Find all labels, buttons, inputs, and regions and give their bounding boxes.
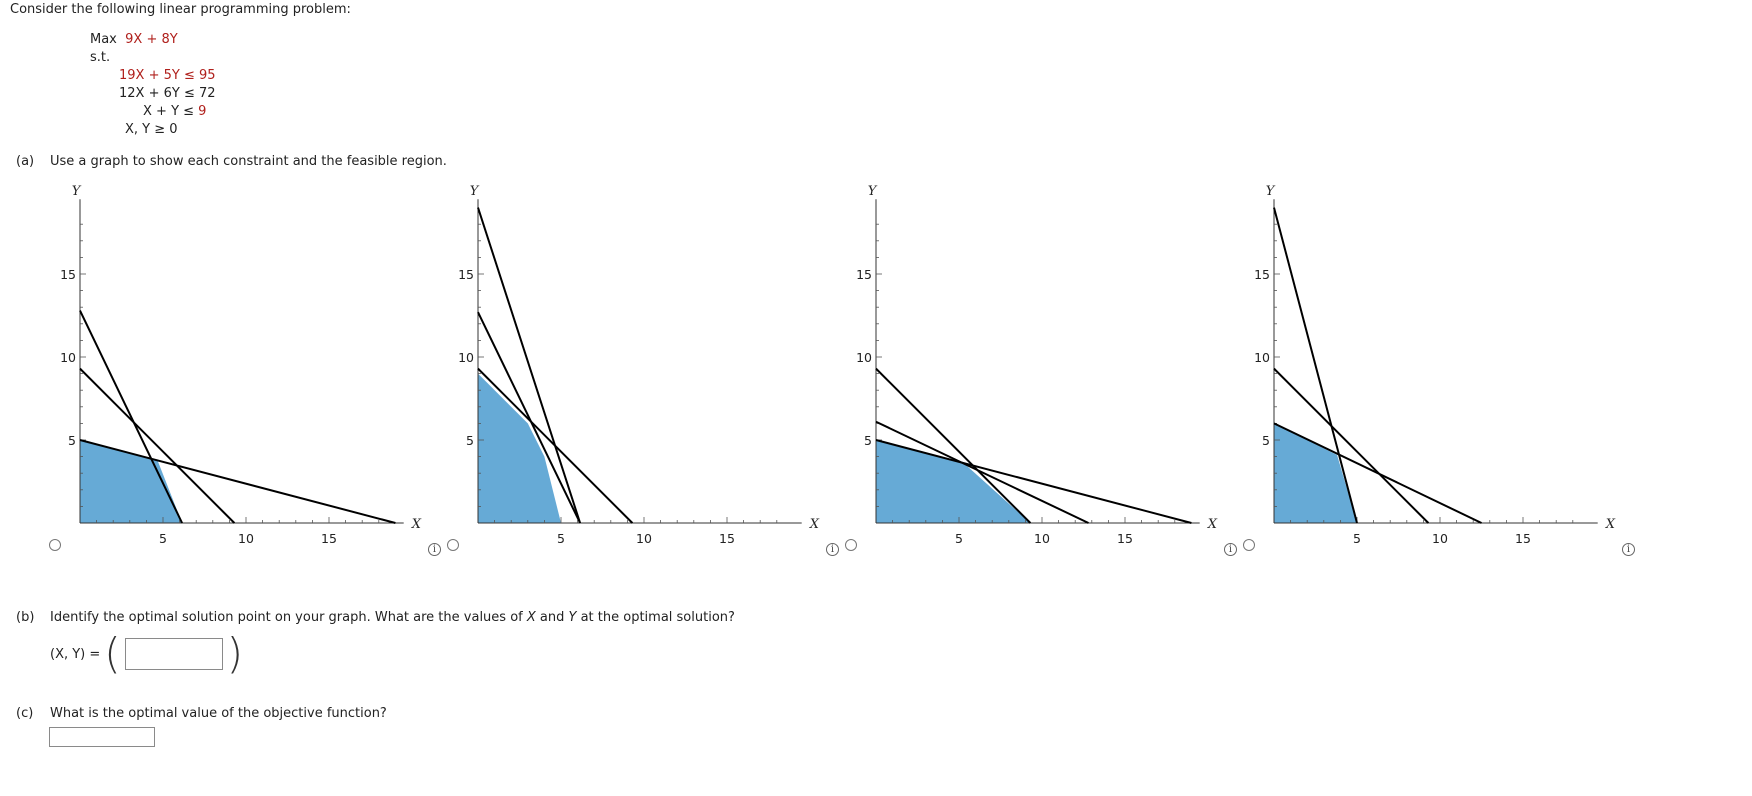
x-tick-label: 10	[1034, 531, 1050, 546]
part-b-label: (b)	[16, 610, 35, 625]
constraint-line-3	[1273, 422, 1482, 524]
max-label: Max	[90, 32, 117, 47]
constraint-line-3	[79, 439, 396, 524]
feasible-region	[478, 373, 561, 523]
xy-answer-row: (X, Y) = ( )	[50, 629, 244, 678]
info-icon[interactable]: i	[1622, 543, 1635, 556]
part-a-label: (a)	[16, 154, 35, 169]
x-axis-label: X	[809, 517, 820, 532]
st-label: s.t.	[90, 50, 111, 65]
constraint-line-1	[1273, 207, 1358, 524]
y-tick-label: 15	[458, 267, 474, 282]
graph-option-3: 5 10 15 5 10 15 X Y	[856, 184, 1218, 546]
x-tick-label: 5	[557, 531, 565, 546]
graph-option-4: 5 10 15 5 10 15 X Y	[1254, 184, 1616, 546]
xy-input[interactable]	[124, 638, 223, 670]
constraint-line-1	[477, 207, 582, 524]
feasible-region	[876, 440, 1031, 523]
intro-text: Consider the following linear programmin…	[10, 2, 351, 17]
lp-problem: Max 9X + 8Y s.t. 19X + 5Y ≤ 95 12X + 6Y …	[90, 31, 216, 139]
constraint-line-1	[875, 367, 1032, 524]
objective-row: Max 9X + 8Y	[90, 31, 216, 49]
info-icon[interactable]: i	[428, 543, 441, 556]
constraint-2: 12X + 6Y ≤ 72	[119, 86, 216, 101]
graph-option-1: 5 10 15 5 10 15 X Y	[60, 184, 422, 546]
constraint-line-2	[79, 367, 236, 524]
y-tick-label: 15	[1254, 267, 1270, 282]
y-tick-label: 15	[60, 267, 76, 282]
constraint-line-2	[875, 420, 1089, 524]
x-tick-label: 10	[1432, 531, 1448, 546]
y-tick-label: 5	[68, 433, 76, 448]
constraint-nonneg: X, Y ≥ 0	[125, 122, 178, 137]
x-tick-label: 15	[1117, 531, 1133, 546]
graph-option-2-radio[interactable]	[447, 539, 459, 551]
info-icon[interactable]: i	[1224, 543, 1237, 556]
y-tick-label: 10	[60, 350, 76, 365]
objective-value-input[interactable]	[49, 727, 155, 747]
constraint-line-2	[1273, 367, 1430, 524]
constraint-line-3	[875, 439, 1192, 524]
info-icon[interactable]: i	[826, 543, 839, 556]
x-axis-label: X	[1605, 517, 1616, 532]
open-paren: (	[104, 629, 121, 678]
x-tick-label: 5	[955, 531, 963, 546]
y-axis-label: Y	[470, 184, 480, 199]
feasible-region	[1274, 423, 1357, 523]
x-tick-label: 10	[636, 531, 652, 546]
y-tick-label: 10	[856, 350, 872, 365]
x-tick-label: 5	[1353, 531, 1361, 546]
xy-label: (X, Y) =	[50, 646, 101, 662]
constraint-line-3	[477, 367, 634, 524]
graph-option-3-radio[interactable]	[845, 539, 857, 551]
y-axis-label: Y	[1266, 184, 1276, 199]
y-tick-label: 10	[1254, 350, 1270, 365]
constraint-3: X + Y ≤ 9	[143, 104, 207, 119]
objective-expression: 9X + 8Y	[125, 32, 178, 47]
y-tick-label: 15	[856, 267, 872, 282]
graph-option-2: 5 10 15 5 10 15 X Y	[458, 184, 820, 546]
x-tick-label: 15	[719, 531, 735, 546]
y-axis-label: Y	[868, 184, 878, 199]
close-paren: )	[226, 629, 244, 678]
part-c-label: (c)	[16, 706, 34, 721]
part-b-question: (b) Identify the optimal solution point o…	[16, 610, 735, 625]
x-tick-label: 5	[159, 531, 167, 546]
constraint-1: 19X + 5Y ≤ 95	[119, 68, 216, 83]
x-axis-label: X	[1207, 517, 1218, 532]
x-axis-label: X	[411, 517, 422, 532]
graph-option-4-radio[interactable]	[1243, 539, 1255, 551]
graph-option-1-radio[interactable]	[49, 539, 61, 551]
x-tick-label: 15	[321, 531, 337, 546]
y-tick-label: 5	[466, 433, 474, 448]
y-tick-label: 5	[1262, 433, 1270, 448]
y-axis-label: Y	[72, 184, 82, 199]
y-tick-label: 5	[864, 433, 872, 448]
part-c-question: (c) What is the optimal value of the obje…	[16, 706, 387, 721]
x-tick-label: 10	[238, 531, 254, 546]
y-tick-label: 10	[458, 350, 474, 365]
part-a-text: Use a graph to show each constraint and …	[50, 154, 447, 169]
constraint-line-2	[477, 311, 581, 524]
part-a-question: (a) Use a graph to show each constraint a…	[16, 154, 447, 169]
part-c-text: What is the optimal value of the objecti…	[50, 706, 387, 721]
x-tick-label: 15	[1515, 531, 1531, 546]
constraint-line-1	[79, 310, 183, 524]
